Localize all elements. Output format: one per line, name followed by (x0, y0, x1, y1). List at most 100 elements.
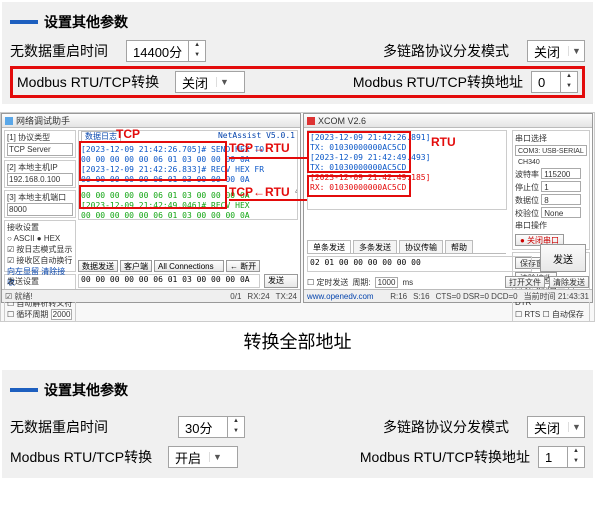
restart-time-spinner[interactable]: 30分 ▲▼ (178, 416, 245, 438)
xcom-bottom-controls: ☐ 定时发送 周期: 1000 ms 打开文件 清除发送 (307, 276, 589, 288)
spinner-down-icon[interactable]: ▼ (562, 82, 576, 92)
port-label: [3] 本地主机端口 (7, 192, 73, 203)
proto-select[interactable]: TCP Server (7, 143, 73, 156)
panel-title: 设置其他参数 (44, 12, 128, 32)
modbus-row-highlight: Modbus RTU/TCP转换 关闭 ▼ Modbus RTU/TCP转换地址… (10, 66, 585, 98)
anno-rtu: RTU (431, 135, 456, 149)
link-scroll[interactable]: 向左显留 (7, 267, 39, 276)
timed-send-cb[interactable]: 定时发送 (316, 278, 348, 287)
conn-select[interactable]: All Connections (154, 260, 224, 272)
disconnect-btn[interactable]: ← 断开 (226, 260, 260, 272)
tab-protocol[interactable]: 协议传输 (399, 240, 443, 253)
loop-cb[interactable]: 循环周期 (16, 310, 48, 319)
anno-box-tcp2 (79, 185, 227, 209)
ip-input[interactable]: 192.168.0.100 (7, 173, 73, 186)
baud-select[interactable]: 115200 (541, 168, 581, 179)
multilink-mode-value: 关闭 (528, 42, 568, 61)
anno-tcp-rtu2: TCP←RTU (229, 185, 290, 199)
header-dash-icon (10, 20, 38, 24)
parity-select[interactable]: None (541, 207, 581, 218)
url-link[interactable]: www.openedv.com (307, 292, 374, 301)
stop-select[interactable]: 1 (541, 181, 581, 192)
modbus-convert-select[interactable]: 开启 ▼ (168, 446, 238, 468)
send-data-btn[interactable]: 数据发送 (78, 260, 118, 272)
tx-input[interactable]: 00 00 00 00 00 06 01 03 00 00 00 0A (78, 274, 260, 288)
restart-time-value: 30分 (179, 418, 227, 437)
xcom-send-button[interactable]: 发送 (540, 244, 586, 272)
anno-box-tcp (79, 141, 227, 181)
spinner-up-icon[interactable]: ▲ (562, 72, 576, 82)
netassist-link[interactable]: NetAssist V5.0.1 (218, 131, 295, 141)
restart-time-label: 无数据重启时间 (10, 41, 108, 61)
netassist-title: 网络调试助手 (16, 114, 70, 127)
chevron-down-icon[interactable]: ▼ (216, 77, 232, 87)
rts-cb[interactable]: RTS (524, 310, 540, 319)
ascii-radio[interactable]: ASCII (14, 234, 35, 243)
spinner-down-icon[interactable]: ▼ (190, 51, 204, 61)
header-dash-icon (10, 388, 38, 392)
status-rx: RX:24 (247, 292, 269, 301)
panel-title: 设置其他参数 (44, 380, 128, 400)
tab-multi-send[interactable]: 多条发送 (353, 240, 397, 253)
chevron-down-icon[interactable]: ▼ (568, 46, 584, 56)
anno-box-rtu (307, 131, 411, 173)
modbus-convert-value: 开启 (169, 448, 209, 467)
log-count: 47370 (295, 187, 298, 197)
ms-label: ms (402, 278, 413, 287)
status-time: 当前时间 21:43:31 (524, 291, 589, 302)
client-btn[interactable]: 客户端 (120, 260, 152, 272)
anno-tcp: TCP (116, 127, 140, 141)
wrap-cb[interactable]: 接收区自动换行 (16, 256, 72, 265)
logmode-cb[interactable]: 按日志模式显示 (16, 245, 72, 254)
status-r: R:16 (390, 292, 407, 301)
multilink-mode-select[interactable]: 关闭 ▼ (527, 416, 585, 438)
spinner-up-icon[interactable]: ▲ (229, 417, 243, 427)
status-bar: ☑ 就绪! 0/1 RX:24 TX:24 (2, 289, 300, 302)
spinner-up-icon[interactable]: ▲ (190, 41, 204, 51)
hex-radio[interactable]: HEX (44, 234, 60, 243)
data-select[interactable]: 8 (541, 194, 581, 205)
multilink-mode-label: 多链路协议分发模式 (383, 417, 509, 437)
status-cts: CTS=0 DSR=0 DCD=0 (436, 292, 518, 301)
anno-tcp-rtu: TCP→RTU (229, 141, 290, 155)
restart-time-label: 无数据重启时间 (10, 417, 160, 437)
send-settings-label: 发送设置 (7, 276, 73, 287)
period-input[interactable]: 1000 (375, 277, 399, 288)
modbus-addr-spinner[interactable]: 0 ▲▼ (531, 71, 578, 93)
panel-header: 设置其他参数 (10, 8, 585, 36)
parity-label: 校验位 (515, 209, 539, 218)
chevron-down-icon[interactable]: ▼ (568, 422, 584, 432)
status-s: S:16 (413, 292, 429, 301)
ts-ms-input[interactable]: 1000 (551, 321, 575, 322)
autosave-cb[interactable]: 自动保存 (552, 310, 584, 319)
spinner-down-icon[interactable]: ▼ (229, 427, 243, 437)
chevron-down-icon[interactable]: ▼ (209, 452, 225, 462)
tab-single-send[interactable]: 单条发送 (307, 240, 351, 253)
modbus-convert-select[interactable]: 关闭 ▼ (175, 71, 245, 93)
spinner-down-icon[interactable]: ▼ (569, 457, 583, 467)
anno-arrow (229, 157, 307, 159)
xcom-tx-input[interactable]: 02 01 00 00 00 00 00 00 (307, 256, 532, 272)
port-input[interactable]: 8000 (7, 203, 73, 216)
period-input[interactable]: 2000 (51, 309, 73, 320)
modbus-addr-value: 0 (532, 75, 560, 90)
restart-time-spinner[interactable]: 14400分 ▲▼ (126, 40, 206, 62)
ms-label: ms (7, 321, 18, 322)
port-select[interactable]: COM3: USB-SERIAL CH340 (515, 145, 587, 156)
modbus-addr-label: Modbus RTU/TCP转换地址 (353, 72, 523, 92)
app-icon (5, 117, 13, 125)
annotated-screenshot: 网络调试助手 [1] 协议类型TCP Server [2] 本地主机IP192.… (0, 112, 595, 322)
status-tx: TX:24 (276, 292, 297, 301)
clear-send-btn[interactable]: 清除发送 (549, 276, 589, 288)
spinner-up-icon[interactable]: ▲ (569, 447, 583, 457)
tab-help[interactable]: 帮助 (445, 240, 473, 253)
modbus-addr-spinner[interactable]: 1 ▲▼ (538, 446, 585, 468)
send-button[interactable]: 发送 (264, 274, 298, 288)
app-icon (307, 117, 315, 125)
open-file-btn[interactable]: 打开文件 (505, 276, 545, 288)
xcom-title: XCOM V2.6 (318, 116, 366, 126)
log-line: 00 00 00 00 00 06 01 03 00 00 00 0A (81, 211, 295, 220)
modbus-convert-label: Modbus RTU/TCP转换 (10, 447, 160, 467)
modbus-addr-value: 1 (539, 450, 567, 465)
multilink-mode-select[interactable]: 关闭 ▼ (527, 40, 585, 62)
